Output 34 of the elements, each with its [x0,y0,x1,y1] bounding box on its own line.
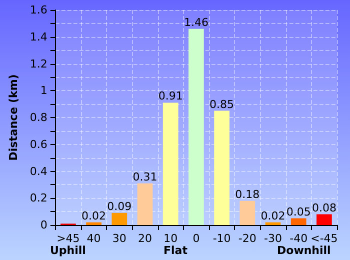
x-tick-label: -20 [238,232,256,245]
y-tick-label: 0 [40,218,48,232]
text: Flat [164,244,188,257]
data-label: 0.31 [132,170,158,184]
data-label: 0.02 [260,209,286,222]
y-tick-label: 1 [40,84,48,98]
x-tick-label: 40 [86,232,101,245]
data-label: 0.85 [210,98,234,111]
x-tick-label: 30 [112,232,126,245]
x-tick-label: 0 [192,232,200,245]
data-label: 0.91 [158,90,183,103]
y-tick-label: 1.6 [30,4,48,16]
y-tick-label: 0.6 [30,138,48,151]
x-tick-label: -30 [264,232,282,245]
x-tick-label: -10 [212,232,231,245]
data-label: 1.46 [184,16,208,29]
y-tick-label: 0.2 [30,192,48,205]
y-tick-label: 1.4 [30,30,48,44]
text: Uphill [50,244,86,257]
data-label: 0.18 [235,188,260,201]
data-label: 0.09 [107,200,132,213]
y-axis-title: Distance (km) [7,74,20,161]
x-tick-label: 10 [164,232,178,245]
data-label: 0.02 [82,209,106,222]
y-tick-label: 1.2 [30,57,48,70]
x-tick-label: -40 [290,232,308,245]
data-label: 0.05 [286,205,311,218]
x-tick-label: 20 [138,232,152,245]
y-tick-label: 0.8 [30,111,48,124]
y-tick-label: 0.4 [30,164,48,178]
data-label: 0.08 [312,201,336,214]
x-tick-label: >45 [56,232,80,245]
text: Downhill [277,244,331,257]
x-tick-label: <-45 [310,232,338,245]
